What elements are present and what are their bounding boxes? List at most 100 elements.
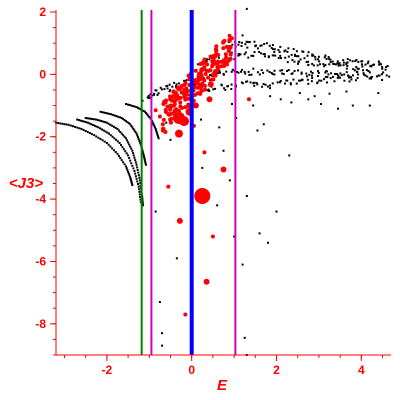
- black-point: [241, 82, 244, 85]
- red-point: [202, 65, 207, 70]
- black-point: [285, 70, 288, 73]
- red-point: [196, 75, 201, 80]
- black-point: [271, 54, 274, 57]
- black-point: [333, 63, 336, 66]
- black-point: [346, 58, 349, 61]
- black-point: [126, 139, 129, 142]
- red-point: [168, 107, 173, 112]
- black-point: [154, 210, 157, 213]
- black-point: [360, 60, 363, 63]
- black-point: [142, 154, 145, 157]
- black-point: [143, 157, 146, 160]
- black-point: [293, 54, 296, 57]
- black-point: [128, 157, 131, 160]
- black-point: [130, 181, 133, 184]
- red-point: [227, 33, 232, 38]
- black-point: [125, 167, 128, 170]
- black-point: [122, 148, 125, 151]
- black-point: [273, 73, 276, 76]
- black-point: [267, 55, 270, 58]
- black-point: [131, 184, 134, 187]
- black-point: [118, 141, 121, 144]
- black-point: [355, 59, 358, 62]
- black-point: [146, 113, 149, 116]
- red-point: [227, 37, 232, 42]
- black-point: [353, 69, 356, 72]
- black-point: [381, 67, 384, 70]
- black-point: [351, 74, 354, 77]
- black-point: [135, 177, 138, 180]
- red-point: [183, 105, 188, 110]
- red-point: [182, 83, 187, 88]
- black-point: [115, 138, 118, 141]
- red-point: [221, 46, 226, 51]
- black-point: [123, 119, 126, 122]
- black-point: [291, 58, 294, 61]
- black-point: [345, 63, 348, 66]
- red-point: [176, 96, 181, 101]
- black-point: [310, 74, 313, 77]
- black-point: [118, 116, 121, 119]
- red-point: [203, 71, 208, 76]
- black-point: [248, 73, 251, 76]
- red-point: [215, 67, 220, 72]
- black-point: [102, 120, 105, 123]
- black-point: [130, 180, 133, 183]
- black-point: [324, 71, 327, 74]
- black-point: [329, 58, 332, 61]
- black-point: [99, 138, 102, 141]
- black-point: [81, 120, 84, 123]
- black-point: [311, 62, 314, 65]
- black-point: [130, 124, 133, 127]
- black-point: [297, 60, 300, 63]
- black-point: [161, 344, 164, 347]
- red-point: [246, 97, 251, 102]
- black-point: [292, 48, 295, 51]
- red-point: [203, 278, 210, 285]
- black-point: [86, 121, 89, 124]
- black-point: [148, 115, 151, 118]
- black-point: [307, 60, 310, 63]
- red-point: [171, 89, 176, 94]
- black-point: [343, 73, 346, 76]
- black-point: [127, 170, 130, 173]
- black-point: [253, 81, 256, 84]
- black-point: [97, 126, 100, 129]
- black-point: [337, 74, 340, 77]
- black-point: [131, 164, 134, 167]
- black-point: [106, 131, 109, 134]
- black-point: [228, 179, 231, 182]
- black-point: [95, 118, 98, 121]
- black-point: [361, 65, 364, 68]
- black-point: [351, 60, 354, 63]
- black-point: [273, 51, 276, 54]
- y-tick-label: 0: [39, 67, 46, 81]
- black-point: [86, 117, 89, 120]
- black-point: [349, 76, 352, 79]
- black-point: [351, 104, 354, 107]
- black-point: [274, 54, 277, 57]
- black-point: [328, 92, 331, 95]
- black-point: [151, 94, 154, 97]
- black-point: [237, 54, 240, 57]
- red-point: [227, 48, 232, 53]
- black-point: [237, 43, 240, 46]
- black-point: [314, 55, 317, 58]
- black-point: [154, 89, 157, 92]
- black-point: [367, 70, 370, 73]
- black-point: [214, 87, 217, 90]
- black-point: [71, 125, 74, 128]
- black-point: [127, 141, 130, 144]
- black-point: [133, 170, 136, 173]
- x-tick-label: -2: [102, 363, 113, 377]
- black-point: [345, 67, 348, 70]
- black-point: [216, 72, 219, 75]
- black-point: [76, 126, 79, 129]
- y-tick-label: -8: [35, 317, 46, 331]
- black-point: [268, 70, 271, 73]
- black-point: [124, 137, 127, 140]
- black-point: [244, 43, 247, 46]
- black-point: [120, 159, 123, 162]
- black-point: [95, 125, 98, 128]
- black-point: [144, 163, 147, 166]
